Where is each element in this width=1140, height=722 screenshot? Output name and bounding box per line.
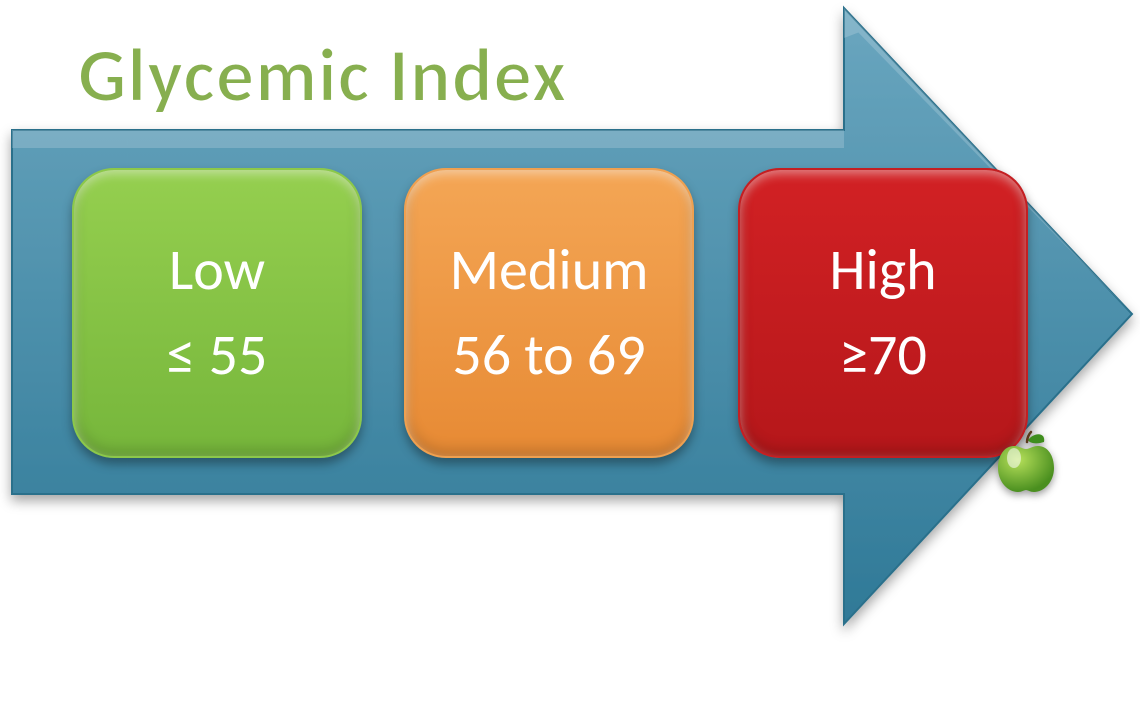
card-high-label: High	[829, 240, 936, 301]
infographic-title: Glycemic Index	[78, 30, 567, 122]
card-high-range: ≥70	[839, 325, 927, 386]
card-medium: Medium 56 to 69	[404, 168, 694, 458]
card-medium-range: 56 to 69	[452, 325, 645, 386]
card-low-range: ≤ 55	[167, 325, 268, 386]
card-high: High ≥70	[738, 168, 1028, 458]
card-low: Low ≤ 55	[72, 168, 362, 458]
apple-icon	[994, 430, 1058, 494]
infographic-canvas: Glycemic Index Low ≤ 55 Medium 56 to 69 …	[0, 0, 1140, 722]
card-low-label: Low	[169, 240, 265, 301]
card-medium-label: Medium	[449, 240, 648, 301]
